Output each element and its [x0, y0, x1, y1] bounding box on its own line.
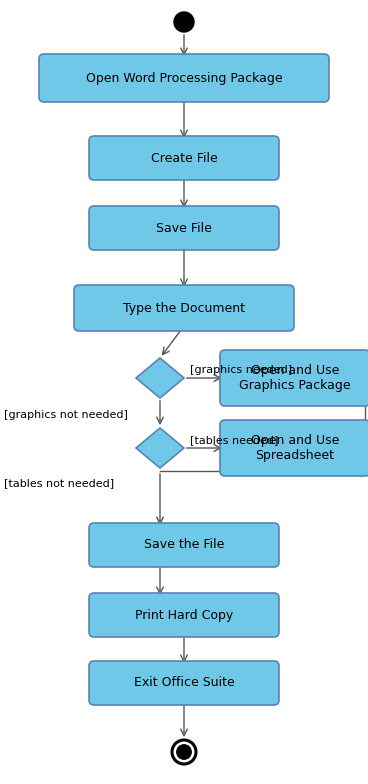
- Text: Type the Document: Type the Document: [123, 302, 245, 314]
- Text: Open and Use
Spreadsheet: Open and Use Spreadsheet: [251, 434, 339, 462]
- FancyBboxPatch shape: [39, 54, 329, 102]
- Text: [tables needed]: [tables needed]: [190, 435, 278, 445]
- Polygon shape: [136, 358, 184, 398]
- Text: [graphics needed]: [graphics needed]: [190, 365, 292, 375]
- Circle shape: [174, 12, 194, 32]
- Text: Print Hard Copy: Print Hard Copy: [135, 608, 233, 622]
- FancyBboxPatch shape: [220, 420, 368, 476]
- Text: Exit Office Suite: Exit Office Suite: [134, 677, 234, 689]
- Text: Save the File: Save the File: [144, 539, 224, 551]
- Text: [graphics not needed]: [graphics not needed]: [4, 410, 128, 420]
- Text: Open Word Processing Package: Open Word Processing Package: [86, 71, 282, 85]
- FancyBboxPatch shape: [89, 206, 279, 250]
- Text: [tables not needed]: [tables not needed]: [4, 478, 114, 488]
- Text: Create File: Create File: [151, 151, 217, 165]
- FancyBboxPatch shape: [74, 285, 294, 331]
- Text: Save File: Save File: [156, 222, 212, 234]
- FancyBboxPatch shape: [89, 661, 279, 705]
- FancyBboxPatch shape: [89, 523, 279, 567]
- FancyBboxPatch shape: [89, 593, 279, 637]
- Text: Open and Use
Graphics Package: Open and Use Graphics Package: [239, 364, 351, 392]
- FancyBboxPatch shape: [89, 136, 279, 180]
- Polygon shape: [136, 428, 184, 468]
- FancyBboxPatch shape: [220, 350, 368, 406]
- Circle shape: [177, 745, 191, 759]
